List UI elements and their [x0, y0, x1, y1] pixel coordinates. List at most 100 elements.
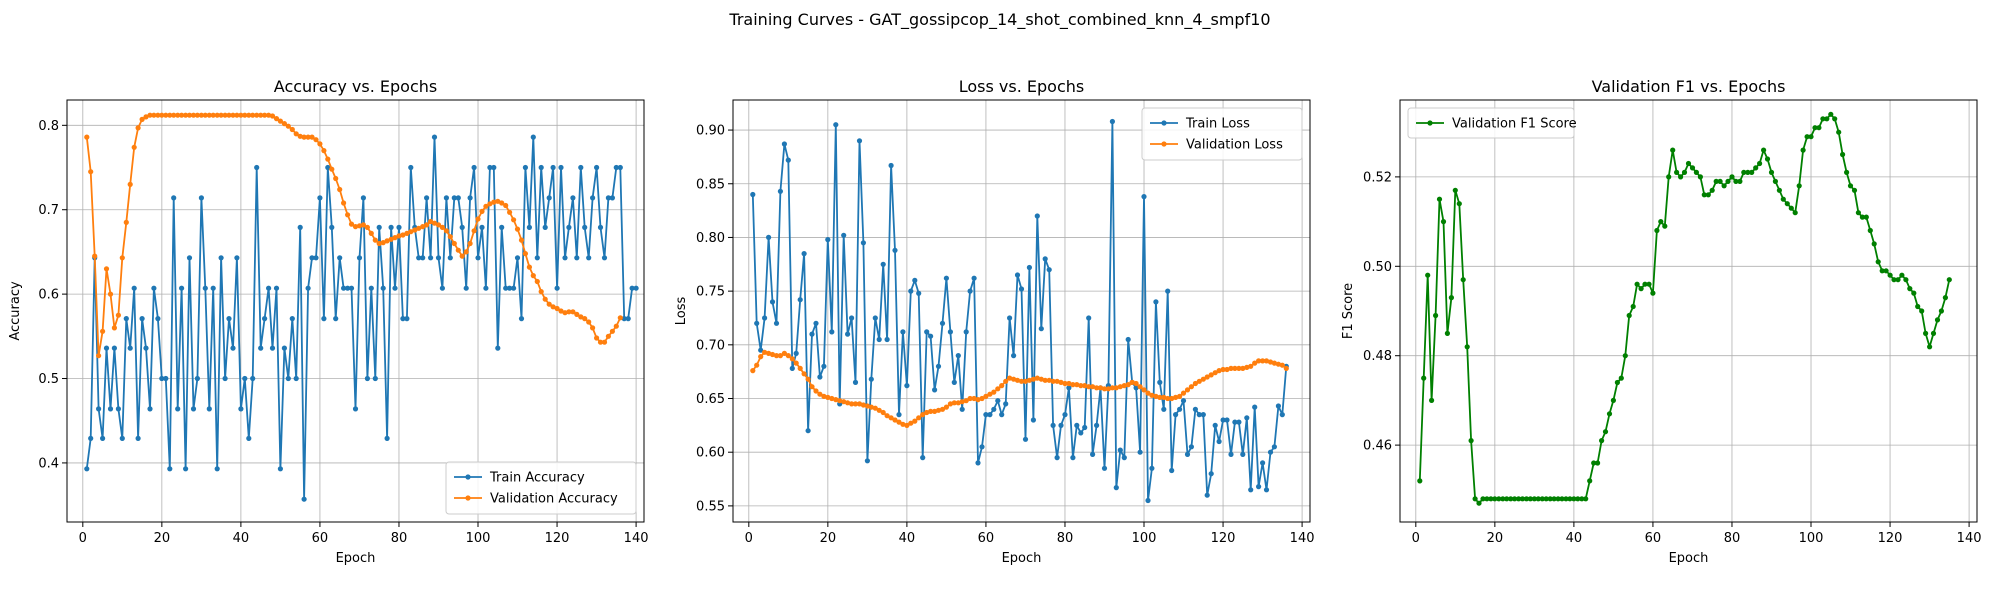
legend-label: Validation F1 Score	[1452, 117, 1577, 132]
data-point	[876, 336, 882, 343]
data-point	[1895, 277, 1901, 283]
data-point	[1177, 406, 1183, 412]
data-point	[510, 285, 517, 291]
x-tick-label: 0	[745, 531, 753, 546]
data-point	[1240, 365, 1246, 371]
data-point	[1173, 394, 1179, 400]
data-point	[103, 345, 110, 351]
legend: Validation F1 Score	[1407, 107, 1577, 139]
data-point	[1674, 169, 1680, 175]
data-point	[801, 371, 807, 377]
data-point	[1117, 447, 1123, 453]
data-point	[1165, 395, 1171, 402]
data-point	[809, 384, 815, 390]
data-point	[234, 112, 240, 118]
data-point	[277, 466, 283, 472]
data-point	[1177, 393, 1183, 399]
data-point	[341, 285, 347, 291]
data-point	[1555, 496, 1561, 502]
data-point	[1094, 422, 1100, 428]
data-point	[1113, 385, 1119, 391]
data-point	[388, 236, 394, 242]
data-point	[392, 235, 398, 241]
data-point	[431, 134, 438, 140]
data-point	[947, 329, 954, 335]
data-point	[412, 227, 418, 233]
data-point	[1816, 125, 1822, 131]
data-point	[1559, 496, 1565, 502]
data-point	[530, 273, 536, 279]
data-point	[1058, 379, 1064, 385]
data-point	[562, 255, 568, 261]
data-point	[214, 466, 220, 472]
y-tick-label: 0.46	[1363, 439, 1392, 454]
data-point	[273, 116, 280, 122]
data-point	[1887, 272, 1893, 278]
x-tick-label: 0	[1412, 531, 1420, 546]
data-point	[1433, 312, 1439, 319]
data-point	[758, 347, 764, 353]
data-point	[1271, 360, 1277, 366]
data-point	[293, 375, 299, 382]
data-point	[1622, 353, 1628, 359]
data-point	[849, 315, 855, 321]
data-point	[1018, 378, 1025, 384]
data-point	[793, 360, 799, 366]
y-tick-label: 0.48	[1363, 349, 1392, 364]
data-point	[590, 325, 596, 331]
legend: Train Loss Validation Loss	[1141, 107, 1303, 161]
data-point	[159, 375, 165, 382]
data-point	[416, 255, 422, 261]
data-point	[1899, 272, 1905, 278]
x-tick-label: 40	[899, 531, 916, 546]
data-point	[1149, 465, 1155, 471]
x-tick-label: 20	[1487, 531, 1504, 546]
y-tick-label: 0.52	[1363, 170, 1392, 185]
data-point	[439, 285, 445, 291]
data-point	[277, 118, 283, 124]
data-point	[273, 285, 280, 291]
data-point	[1188, 444, 1194, 450]
data-point	[1444, 330, 1450, 336]
x-tick-label: 40	[233, 531, 250, 546]
data-point	[190, 406, 197, 412]
data-point	[833, 122, 839, 128]
data-point	[1267, 449, 1274, 455]
data-point	[1125, 382, 1131, 388]
data-point	[151, 112, 157, 118]
data-point	[1014, 377, 1021, 383]
data-point	[1614, 379, 1620, 386]
data-point	[1279, 412, 1285, 418]
data-point	[1038, 326, 1044, 332]
data-point	[1571, 496, 1577, 502]
data-point	[769, 351, 776, 358]
data-point	[175, 112, 181, 118]
data-point	[1260, 460, 1266, 466]
data-point	[601, 255, 608, 261]
series-line-1	[751, 120, 1288, 502]
x-tick-label: 120	[545, 531, 570, 546]
data-point	[210, 112, 216, 118]
data-point	[1121, 383, 1127, 389]
data-point	[1472, 496, 1478, 502]
data-point	[1610, 397, 1616, 403]
data-point	[198, 195, 204, 201]
data-point	[1054, 378, 1060, 384]
data-point	[975, 397, 981, 403]
data-point	[238, 406, 244, 412]
data-point	[868, 404, 874, 410]
data-point	[1527, 496, 1533, 502]
data-point	[88, 435, 94, 441]
data-point	[491, 164, 497, 171]
data-point	[1050, 422, 1056, 428]
data-point	[789, 365, 795, 371]
data-point	[797, 365, 803, 371]
data-point	[1196, 412, 1202, 418]
data-point	[222, 112, 228, 118]
data-point	[1090, 451, 1096, 457]
data-point	[1070, 455, 1076, 461]
data-point	[971, 395, 977, 402]
data-point	[1208, 471, 1214, 477]
data-point	[455, 247, 461, 253]
y-tick-label: 0.65	[696, 392, 725, 407]
